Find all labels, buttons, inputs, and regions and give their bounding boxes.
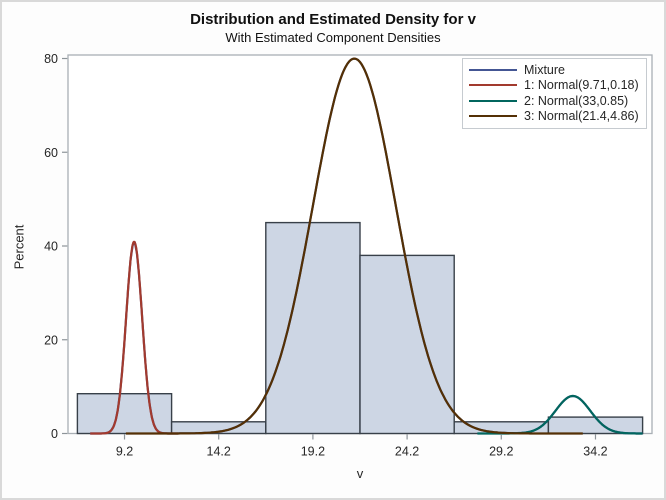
histogram-bar: [359, 254, 455, 435]
chart-subtitle: With Estimated Component Densities: [225, 30, 441, 45]
legend-line-swatch-component-3: [469, 115, 517, 118]
legend-item-component-2: 2: Normal(33,0.85): [469, 93, 639, 109]
x-tick-label: 19.2: [301, 445, 325, 459]
legend-item-component-1: 1: Normal(9.71,0.18): [469, 78, 639, 94]
component-density-curve-3: [125, 57, 583, 435]
legend-line-swatch-mixture: [469, 68, 517, 71]
histogram-bar: [547, 416, 644, 435]
y-tick-label: 0: [51, 427, 58, 441]
legend-label-mixture: Mixture: [524, 62, 565, 77]
x-tick-label: 9.2: [116, 445, 133, 459]
x-tick-label: 29.2: [489, 445, 513, 459]
legend-line-swatch-component-1: [469, 84, 517, 87]
legend: Mixture 1: Normal(9.71,0.18) 2: Normal(3…: [462, 58, 647, 129]
legend-line-swatch-component-2: [469, 99, 517, 102]
legend-label-component-3: 3: Normal(21.4,4.86): [524, 109, 639, 124]
x-tick-label: 24.2: [395, 445, 419, 459]
y-axis-label: Percent: [11, 224, 27, 270]
histogram-bar: [76, 393, 173, 435]
legend-label-component-2: 2: Normal(33,0.85): [524, 93, 629, 108]
y-tick-label: 60: [44, 146, 58, 160]
y-tick-label: 40: [44, 240, 58, 254]
chart-title: Distribution and Estimated Density for v: [190, 11, 476, 28]
y-tick-label: 20: [44, 333, 58, 347]
x-axis-label: v: [356, 466, 364, 481]
legend-item-mixture: Mixture: [469, 62, 639, 78]
legend-label-component-1: 1: Normal(9.71,0.18): [524, 78, 639, 93]
x-tick-label: 34.2: [583, 445, 607, 459]
y-tick-label: 80: [44, 52, 58, 66]
legend-item-component-3: 3: Normal(21.4,4.86): [469, 109, 639, 125]
histogram-bar: [265, 221, 361, 435]
x-tick-label: 14.2: [207, 445, 231, 459]
